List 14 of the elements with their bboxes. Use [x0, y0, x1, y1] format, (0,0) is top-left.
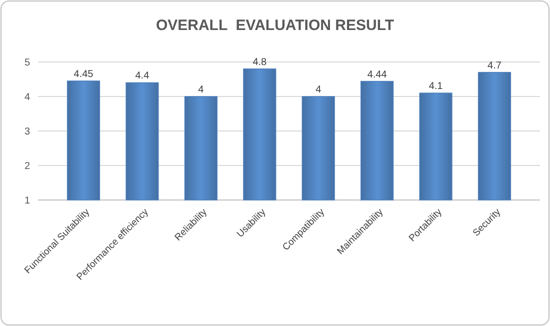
data-label: 4.44 — [367, 69, 388, 80]
data-label: 4.45 — [74, 68, 94, 80]
chart-title: OVERALL EVALUATION RESULT — [156, 17, 394, 34]
y-tick-label: 5 — [24, 58, 30, 68]
data-label: 4.1 — [428, 81, 444, 92]
y-tick-label: 1 — [24, 196, 30, 206]
data-label: 4 — [316, 84, 322, 96]
data-label: 4.4 — [135, 70, 150, 82]
data-label: 4.8 — [252, 56, 268, 68]
data-label: 4.7 — [488, 60, 502, 72]
y-tick-label: 4 — [24, 92, 30, 103]
data-label: 4 — [198, 84, 204, 96]
y-tick-label: 3 — [24, 126, 30, 138]
y-tick-label: 2 — [24, 161, 30, 172]
